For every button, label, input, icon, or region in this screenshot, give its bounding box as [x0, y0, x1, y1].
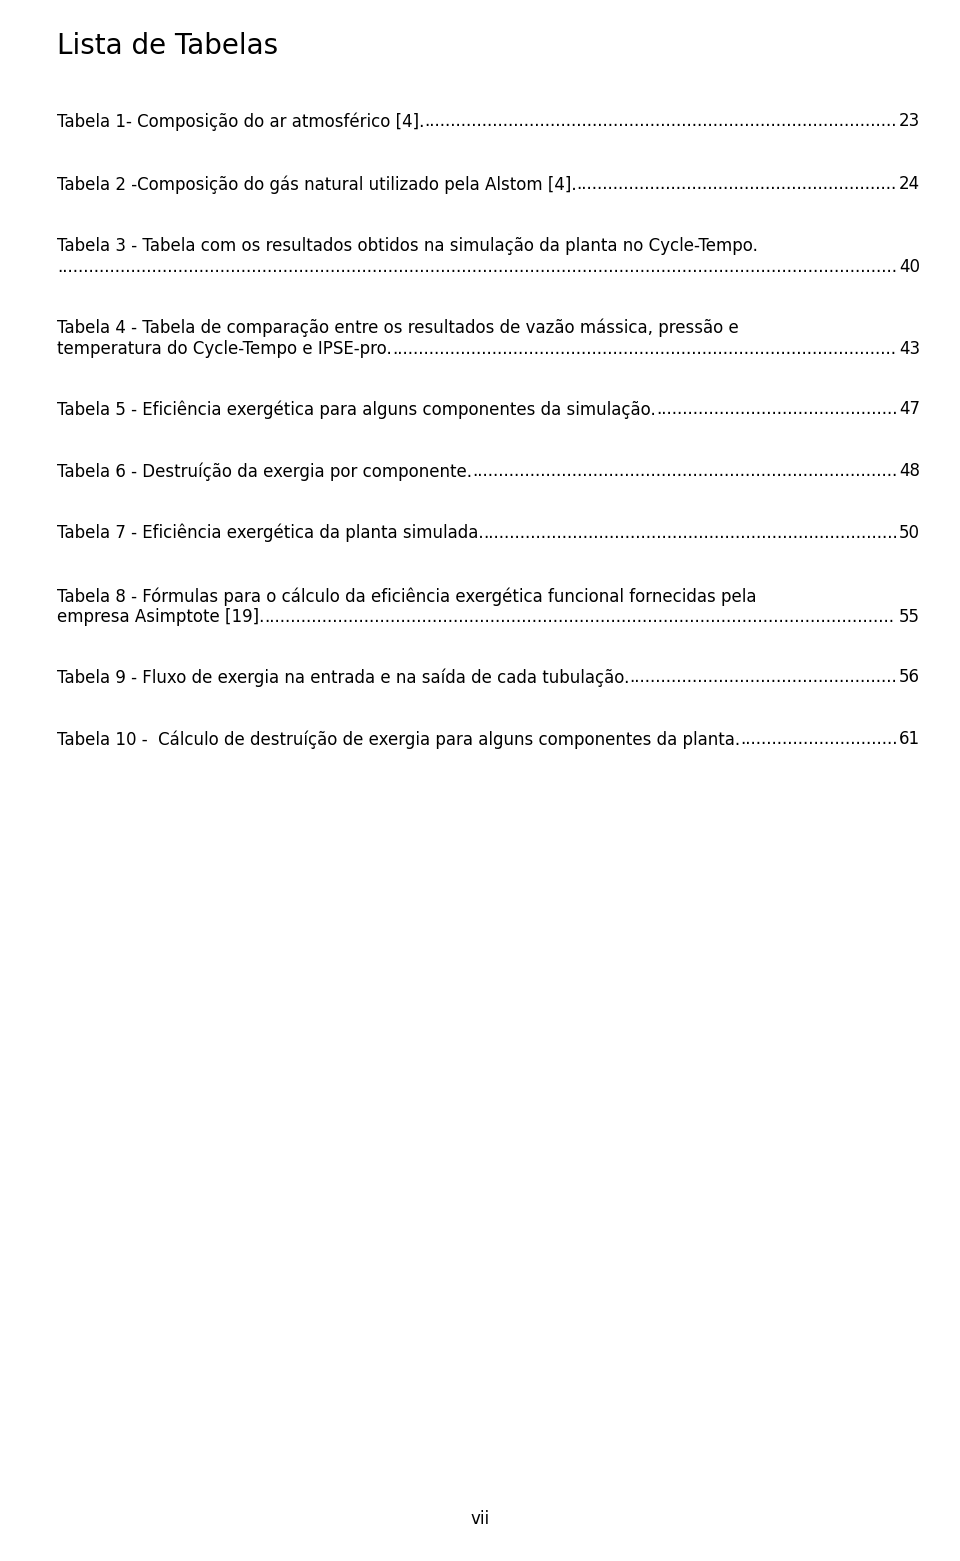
Text: Tabela 1- Composição do ar atmosférico [4].: Tabela 1- Composição do ar atmosférico [… [57, 112, 424, 131]
Text: vii: vii [470, 1509, 490, 1528]
Text: 55: 55 [899, 607, 920, 626]
Text: ..............................: .............................. [740, 731, 898, 748]
Text: Tabela 5 - Eficiência exergética para alguns componentes da simulação.: Tabela 5 - Eficiência exergética para al… [57, 400, 656, 418]
Text: Tabela 2 -Composição do gás natural utilizado pela Alstom [4].: Tabela 2 -Composição do gás natural util… [57, 175, 577, 194]
Text: Tabela 6 - Destruíção da exergia por componente.: Tabela 6 - Destruíção da exergia por com… [57, 462, 472, 481]
Text: 48: 48 [899, 462, 920, 479]
Text: ................................................................................: ........................................… [264, 607, 895, 626]
Text: ................................................................................: ........................................… [392, 340, 896, 357]
Text: Tabela 7 - Eficiência exergética da planta simulada.: Tabela 7 - Eficiência exergética da plan… [57, 524, 484, 543]
Text: 40: 40 [899, 258, 920, 276]
Text: 24: 24 [899, 175, 920, 194]
Text: 50: 50 [899, 524, 920, 542]
Text: 56: 56 [899, 668, 920, 685]
Text: empresa Asimptote [19].: empresa Asimptote [19]. [57, 607, 264, 626]
Text: 23: 23 [899, 112, 920, 130]
Text: ...................................................: ........................................… [630, 668, 898, 685]
Text: .............................................................: ........................................… [577, 175, 897, 194]
Text: 43: 43 [899, 340, 920, 357]
Text: 47: 47 [899, 400, 920, 418]
Text: Tabela 3 - Tabela com os resultados obtidos na simulação da planta no Cycle-Temp: Tabela 3 - Tabela com os resultados obti… [57, 237, 757, 254]
Text: Tabela 8 - Fórmulas para o cálculo da eficiência exergética funcional fornecidas: Tabela 8 - Fórmulas para o cálculo da ef… [57, 587, 756, 606]
Text: 61: 61 [899, 731, 920, 748]
Text: ................................................................................: ........................................… [472, 462, 898, 479]
Text: temperatura do Cycle-Tempo e IPSE-pro.: temperatura do Cycle-Tempo e IPSE-pro. [57, 340, 392, 357]
Text: ..............................................: ........................................… [656, 400, 898, 418]
Text: ................................................................................: ........................................… [424, 112, 897, 130]
Text: Lista de Tabelas: Lista de Tabelas [57, 31, 278, 59]
Text: Tabela 9 - Fluxo de exergia na entrada e na saída de cada tubulação.: Tabela 9 - Fluxo de exergia na entrada e… [57, 668, 630, 687]
Text: ...............................................................................: ........................................… [484, 524, 899, 542]
Text: Tabela 10 -  Cálculo de destruíção de exergia para alguns componentes da planta.: Tabela 10 - Cálculo de destruíção de exe… [57, 731, 740, 749]
Text: Tabela 4 - Tabela de comparação entre os resultados de vazão mássica, pressão e: Tabela 4 - Tabela de comparação entre os… [57, 318, 739, 337]
Text: ................................................................................: ........................................… [57, 258, 897, 276]
